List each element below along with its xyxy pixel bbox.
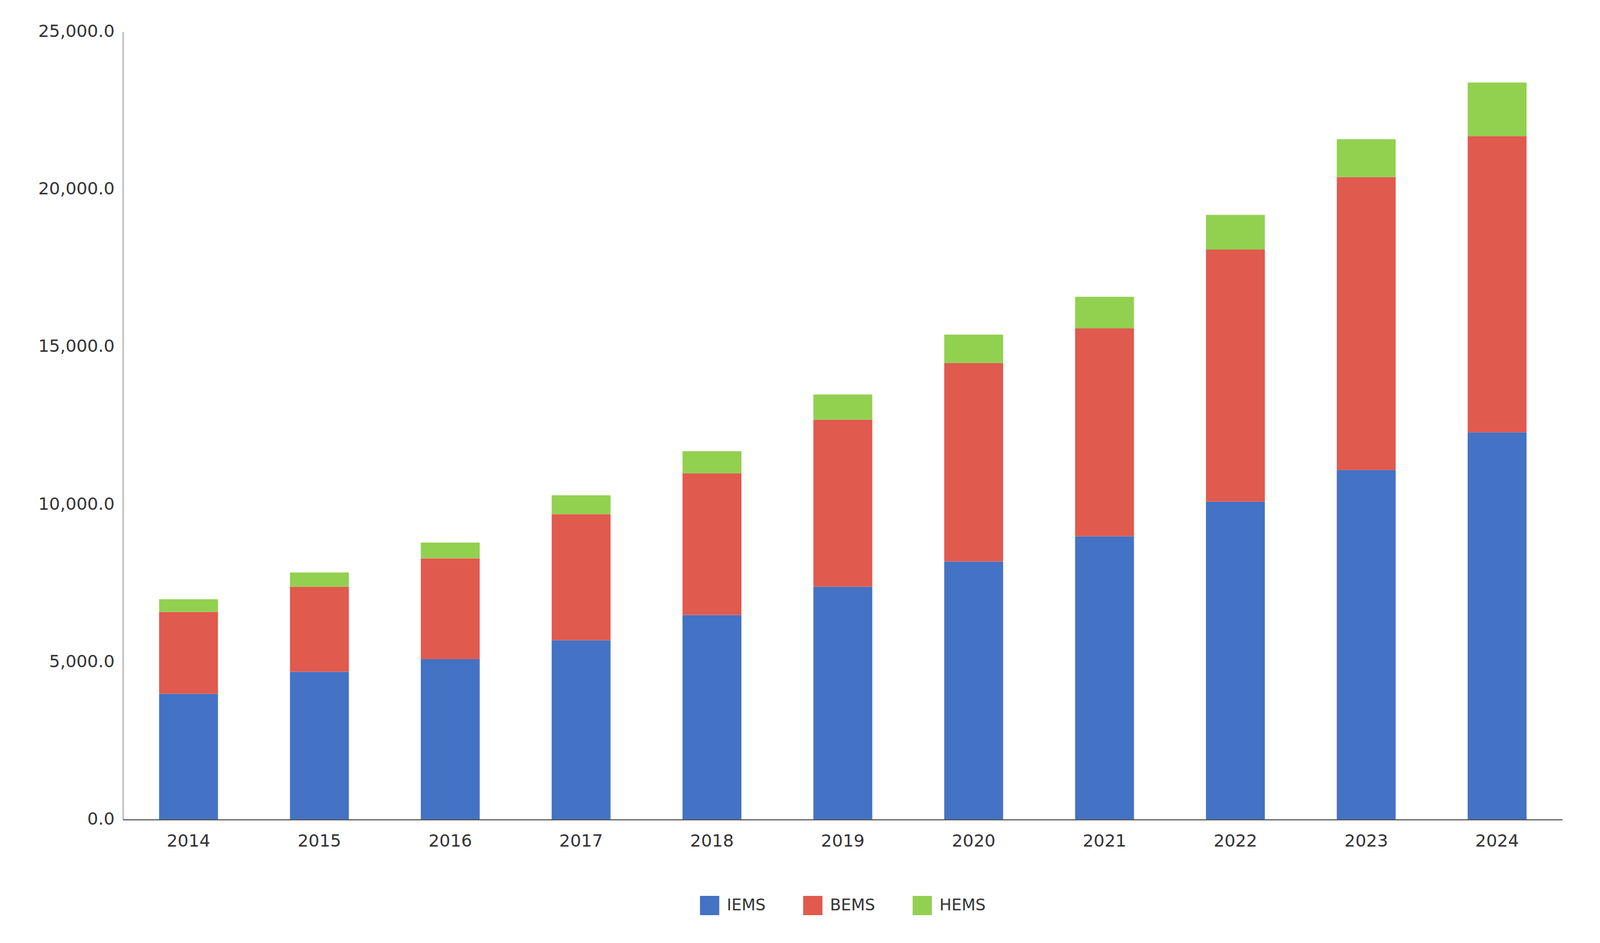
bar bbox=[813, 394, 872, 420]
bar bbox=[1074, 328, 1134, 536]
bar bbox=[944, 561, 1004, 820]
y-tick-label: 20,000.0 bbox=[38, 178, 116, 199]
y-tick-label: 0.0 bbox=[87, 808, 115, 829]
y-tick-label: 25,000.0 bbox=[38, 20, 116, 42]
chart-container: 0.0 5,000.0 10,000.0 15,000.0 20,000.0 25,000… bbox=[0, 0, 1600, 943]
bar bbox=[1467, 431, 1527, 820]
bar bbox=[551, 495, 611, 514]
bar bbox=[1467, 82, 1527, 136]
bar bbox=[551, 640, 611, 820]
bar bbox=[682, 451, 742, 474]
x-tick-label: 2015 bbox=[297, 830, 341, 851]
bar bbox=[813, 586, 872, 820]
bar bbox=[1467, 135, 1527, 432]
x-tick-label: 2014 bbox=[167, 830, 211, 851]
bar bbox=[290, 671, 350, 820]
bar bbox=[420, 658, 480, 820]
bar bbox=[1074, 535, 1134, 820]
x-axis-line bbox=[123, 819, 1563, 821]
x-tick-label: 2017 bbox=[559, 830, 603, 851]
bar bbox=[158, 611, 218, 694]
axes: 0.0 5,000.0 10,000.0 15,000.0 20,000.0 25,000… bbox=[38, 20, 1564, 851]
x-tick-label: 2020 bbox=[951, 830, 996, 851]
x-tick-label: 2018 bbox=[689, 830, 734, 851]
legend-swatch bbox=[802, 895, 823, 915]
bar bbox=[1336, 139, 1396, 178]
bar bbox=[158, 598, 218, 612]
bar bbox=[420, 558, 480, 659]
y-tick-label: 5,000.0 bbox=[49, 650, 115, 672]
x-tick-label: 2024 bbox=[1475, 830, 1519, 851]
legend-swatch bbox=[912, 895, 932, 915]
bar bbox=[682, 615, 742, 820]
legend-label: HEMS bbox=[939, 895, 986, 914]
bar bbox=[944, 362, 1004, 562]
legend-label: IEMS bbox=[726, 895, 767, 914]
bar bbox=[290, 586, 350, 672]
legend: IEMS BEMS HEMS bbox=[700, 895, 987, 916]
x-tick-label: 2023 bbox=[1344, 830, 1389, 851]
y-tick-label: 10,000.0 bbox=[38, 493, 116, 514]
bar bbox=[1336, 469, 1396, 820]
bar bbox=[813, 419, 872, 587]
bar bbox=[1206, 249, 1265, 502]
x-tick-label: 2016 bbox=[428, 830, 472, 851]
x-tick-label: 2019 bbox=[821, 830, 865, 851]
x-tick-label: 2021 bbox=[1082, 830, 1127, 851]
y-axis-line bbox=[122, 32, 124, 820]
bar bbox=[1336, 177, 1396, 470]
bar bbox=[1206, 214, 1265, 250]
bars bbox=[158, 82, 1527, 820]
bar bbox=[290, 572, 350, 587]
bar bbox=[551, 513, 611, 640]
bar bbox=[158, 693, 218, 820]
y-tick-label: 15,000.0 bbox=[38, 335, 116, 356]
bar bbox=[1206, 501, 1265, 820]
legend-label: BEMS bbox=[829, 895, 875, 914]
legend-item: BEMS bbox=[802, 895, 875, 916]
bar bbox=[420, 542, 480, 558]
chart-svg: 0.0 5,000.0 10,000.0 15,000.0 20,000.0 25,000… bbox=[0, 0, 1600, 943]
legend-item: IEMS bbox=[700, 895, 767, 916]
bar bbox=[682, 473, 742, 616]
legend-swatch bbox=[700, 895, 720, 915]
legend-item: HEMS bbox=[912, 895, 986, 916]
bar bbox=[944, 334, 1004, 363]
x-tick-label: 2022 bbox=[1213, 830, 1257, 851]
bar bbox=[1074, 296, 1134, 329]
